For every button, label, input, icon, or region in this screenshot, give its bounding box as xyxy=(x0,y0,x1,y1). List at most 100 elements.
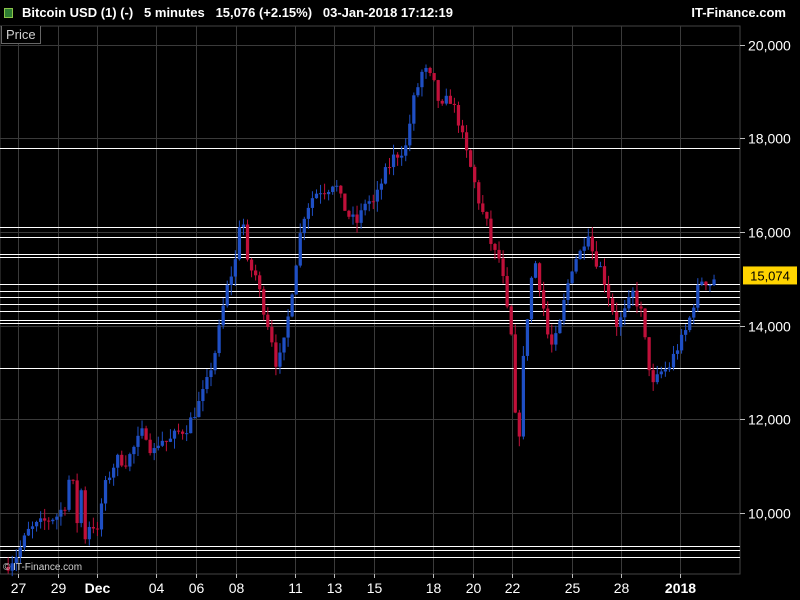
x-tick-label: 22 xyxy=(505,580,521,596)
candle-body xyxy=(343,193,347,211)
candle-body xyxy=(205,377,209,390)
candle-body xyxy=(582,246,586,251)
candle-body xyxy=(156,445,160,449)
candle-body xyxy=(197,401,201,418)
candle-body xyxy=(298,233,302,266)
candle-body xyxy=(217,325,221,354)
candle-body xyxy=(606,284,611,299)
candle-body xyxy=(675,350,680,354)
x-tick-label: 08 xyxy=(229,580,245,596)
current-price-tag xyxy=(743,266,797,285)
candle-body xyxy=(306,207,310,219)
price-panel-tab[interactable]: Price xyxy=(1,26,41,44)
x-tick-label: 27 xyxy=(11,580,27,596)
chart-header: Bitcoin USD (1) (-) 5 minutes 15,076 (+2… xyxy=(0,0,800,26)
x-tick-label: 28 xyxy=(614,580,630,596)
candle-body xyxy=(38,518,43,522)
horizontal-levels xyxy=(0,148,740,558)
candle-body xyxy=(189,417,193,434)
candle-body xyxy=(700,281,704,285)
candle-body xyxy=(59,509,63,517)
candle-body xyxy=(574,259,578,272)
x-tick-label: 25 xyxy=(565,580,581,596)
candle-body xyxy=(586,236,590,247)
candle-body xyxy=(655,374,659,383)
candle-body xyxy=(245,224,250,260)
candle-body xyxy=(400,155,404,158)
candle-body xyxy=(290,294,294,317)
candle-body xyxy=(529,277,534,320)
copyright-label: © IT-Finance.com xyxy=(3,562,83,573)
candle-body xyxy=(34,521,39,527)
candle-body xyxy=(278,352,282,367)
x-tick-label: 13 xyxy=(327,580,343,596)
y-tick-label: 12,000 xyxy=(748,412,791,428)
candle-body xyxy=(659,371,663,375)
candle-body xyxy=(339,185,343,194)
candle-body xyxy=(562,300,566,321)
candle-body xyxy=(554,333,558,345)
candle-body xyxy=(128,454,132,467)
candle-body xyxy=(546,308,550,335)
x-tick-label: Dec xyxy=(85,580,111,596)
candle-body xyxy=(258,275,262,290)
candle-body xyxy=(481,203,485,212)
candle-body xyxy=(639,306,643,309)
candle-body xyxy=(233,259,237,277)
candle-body xyxy=(651,370,655,383)
candle-body xyxy=(249,259,254,271)
candle-body xyxy=(95,528,100,530)
candle-body xyxy=(152,448,156,454)
candle-body xyxy=(623,308,627,318)
candle-body xyxy=(420,71,424,88)
current-price-label: 15,074 xyxy=(750,268,790,283)
candle-body xyxy=(310,198,315,208)
candle-body xyxy=(704,281,708,286)
candle-body xyxy=(594,251,599,267)
candle-body xyxy=(331,186,335,192)
candle-body xyxy=(10,563,14,571)
candle-body xyxy=(537,263,542,291)
candle-body xyxy=(302,218,306,234)
candle-body xyxy=(99,503,104,530)
candle-body xyxy=(627,297,631,309)
candle-body xyxy=(578,250,582,260)
candle-body xyxy=(124,465,128,467)
x-tick-label: 20 xyxy=(466,580,482,596)
candle-body xyxy=(509,306,513,335)
candle-body xyxy=(684,330,688,335)
candle-body xyxy=(164,440,168,442)
candle-body xyxy=(473,166,477,183)
candle-body xyxy=(355,214,359,223)
candle-body xyxy=(367,201,371,204)
candle-body xyxy=(444,95,448,104)
candle-body xyxy=(144,428,148,440)
candle-body xyxy=(379,183,384,190)
candle-body xyxy=(270,326,274,343)
grid-layer xyxy=(0,25,741,575)
candle-body xyxy=(63,509,67,511)
candle-body xyxy=(107,477,112,481)
candle-body xyxy=(351,214,355,217)
candle-body xyxy=(643,308,647,338)
candle-body xyxy=(517,412,521,437)
y-tick-label: 14,000 xyxy=(748,319,791,335)
candle-body xyxy=(112,467,116,478)
plot-area xyxy=(0,25,741,575)
candle-body xyxy=(51,519,55,522)
x-tick-label: 15 xyxy=(367,580,383,596)
candle-body xyxy=(327,191,331,195)
candle-body xyxy=(663,369,667,372)
candle-body xyxy=(120,454,124,466)
window-grip-icon[interactable] xyxy=(4,8,13,18)
candle-body xyxy=(237,227,242,260)
candle-body xyxy=(452,103,457,106)
candle-body xyxy=(631,290,635,298)
candle-body xyxy=(318,193,323,195)
x-tick-label: 18 xyxy=(426,580,442,596)
chart-title: Bitcoin USD (1) (-) 5 minutes 15,076 (+2… xyxy=(22,5,453,20)
candle-body xyxy=(71,479,75,481)
candle-body xyxy=(168,438,173,442)
candle-body xyxy=(18,547,22,558)
